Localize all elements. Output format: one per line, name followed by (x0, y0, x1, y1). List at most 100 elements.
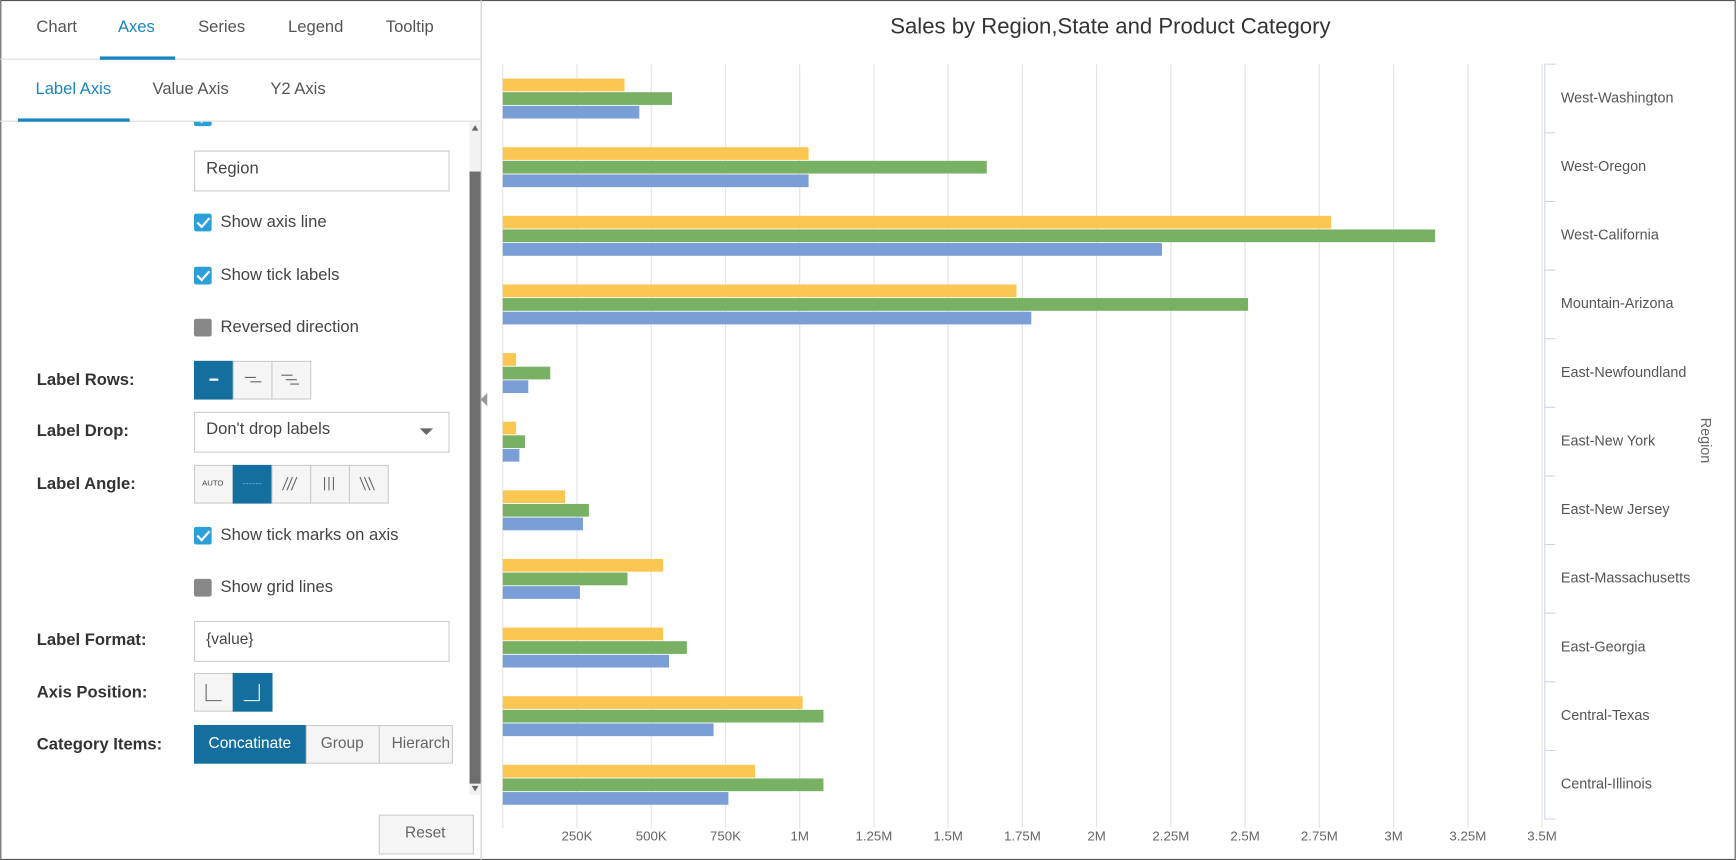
tab[interactable]: Legend (288, 17, 343, 36)
toggle-button[interactable] (193, 724, 307, 764)
bar (502, 229, 1436, 243)
chart: Sales by Region,State and Product Catego… (502, 14, 1713, 843)
bar (502, 558, 664, 572)
x-tick-label: 3.25M (1449, 828, 1486, 843)
x-tick-label: 1.5M (933, 828, 963, 843)
x-tick-label: 2.5M (1230, 828, 1260, 843)
subtab[interactable]: Label Axis (35, 79, 111, 98)
toggle-button[interactable] (310, 464, 351, 504)
dropdown[interactable] (193, 411, 450, 453)
tab[interactable]: Chart (36, 17, 77, 36)
bar (502, 586, 580, 599)
scroll-up[interactable] (471, 125, 479, 131)
icon (281, 476, 298, 491)
tab[interactable]: Tooltip (386, 17, 434, 36)
field-label: Label Drop: (37, 421, 129, 440)
bar (502, 764, 756, 778)
option-label[interactable]: Hierarch (392, 735, 451, 752)
bar (502, 490, 566, 504)
option-label[interactable]: Group (321, 735, 364, 752)
toggle-button[interactable] (232, 464, 273, 504)
checkbox-label: Show tick labels (221, 265, 340, 284)
y-tick-label: East-Newfoundland (1561, 365, 1686, 381)
checkmark (196, 530, 211, 542)
reset-label[interactable]: Reset (405, 825, 446, 842)
x-tick-label: 500K (636, 828, 667, 843)
field-label: Axis Position: (37, 682, 148, 701)
axis-title: Region (1697, 418, 1713, 464)
active-subtab-underline (17, 118, 130, 122)
bar (502, 284, 1017, 298)
toggle-button[interactable] (305, 724, 380, 764)
tab[interactable]: Series (198, 17, 245, 36)
angle-auto: AUTO (202, 479, 223, 488)
checkbox[interactable] (193, 578, 212, 597)
subtab[interactable]: Y2 Axis (270, 79, 325, 98)
field-label: Label Rows: (37, 370, 135, 389)
subtab[interactable]: Value Axis (152, 79, 228, 98)
bar (502, 311, 1032, 325)
checkbox-label: Show grid lines (221, 577, 334, 596)
collapse-arrow[interactable] (480, 392, 488, 407)
bar (502, 92, 673, 105)
y-tick-label: West-Washington (1561, 90, 1674, 106)
checkbox[interactable] (193, 526, 212, 545)
checkbox-label: Show tick marks on axis (221, 525, 399, 544)
checkbox[interactable] (193, 108, 212, 127)
bar (502, 298, 1249, 311)
tab[interactable]: Axes (118, 17, 155, 36)
field-label: Label Angle: (37, 474, 136, 493)
bar (502, 709, 824, 723)
y-tick-label: East-Massachusetts (1561, 571, 1690, 587)
field-label: Label Format: (37, 630, 147, 649)
toggle-button[interactable] (271, 464, 312, 504)
bar (502, 723, 714, 737)
bar (502, 627, 664, 641)
icon (205, 684, 222, 702)
toggle-button[interactable] (378, 724, 453, 764)
toggle-button[interactable] (348, 464, 389, 504)
checkbox[interactable] (193, 266, 212, 285)
reset-button[interactable] (378, 814, 474, 855)
input-value: Region (206, 159, 259, 178)
x-tick-label: 2.75M (1301, 828, 1338, 843)
toggle-button[interactable] (232, 360, 273, 400)
checkmark (196, 217, 211, 229)
bar (502, 243, 1162, 256)
bar (502, 421, 517, 435)
toggle-button[interactable] (193, 672, 234, 712)
field-label: Category Items: (37, 734, 162, 753)
icon (359, 476, 375, 491)
x-tick-label: 3M (1384, 828, 1402, 843)
x-tick-label: 2.25M (1152, 828, 1189, 843)
y-tick-label: West-Oregon (1561, 159, 1646, 175)
x-tick-label: 3.5M (1527, 828, 1557, 843)
checkbox[interactable] (193, 213, 212, 232)
toggle-button[interactable] (193, 464, 234, 504)
icon (281, 374, 300, 385)
x-tick-label: 1M (790, 828, 808, 843)
scroll-down[interactable] (471, 785, 479, 792)
icon (244, 376, 262, 383)
bar (502, 105, 640, 119)
y-tick-label: East-New York (1561, 433, 1656, 449)
x-tick-label: 2M (1087, 828, 1105, 843)
checkbox[interactable] (193, 318, 212, 337)
icon (243, 684, 260, 702)
toggle-button[interactable] (232, 672, 273, 712)
bar (502, 380, 529, 394)
bar (502, 517, 583, 531)
bar (502, 696, 803, 709)
y-tick-label: Mountain-Arizona (1561, 296, 1674, 312)
text-input[interactable] (193, 620, 450, 662)
bar (502, 641, 687, 654)
bar (502, 792, 729, 805)
option-label[interactable]: Concatinate (209, 735, 292, 752)
x-tick-label: 1.25M (855, 828, 892, 843)
checkbox-label: Show axis line (221, 212, 327, 231)
scrollbar-thumb[interactable] (469, 171, 481, 784)
checkbox-label: Reversed direction (221, 317, 359, 336)
text-input[interactable] (193, 150, 450, 192)
